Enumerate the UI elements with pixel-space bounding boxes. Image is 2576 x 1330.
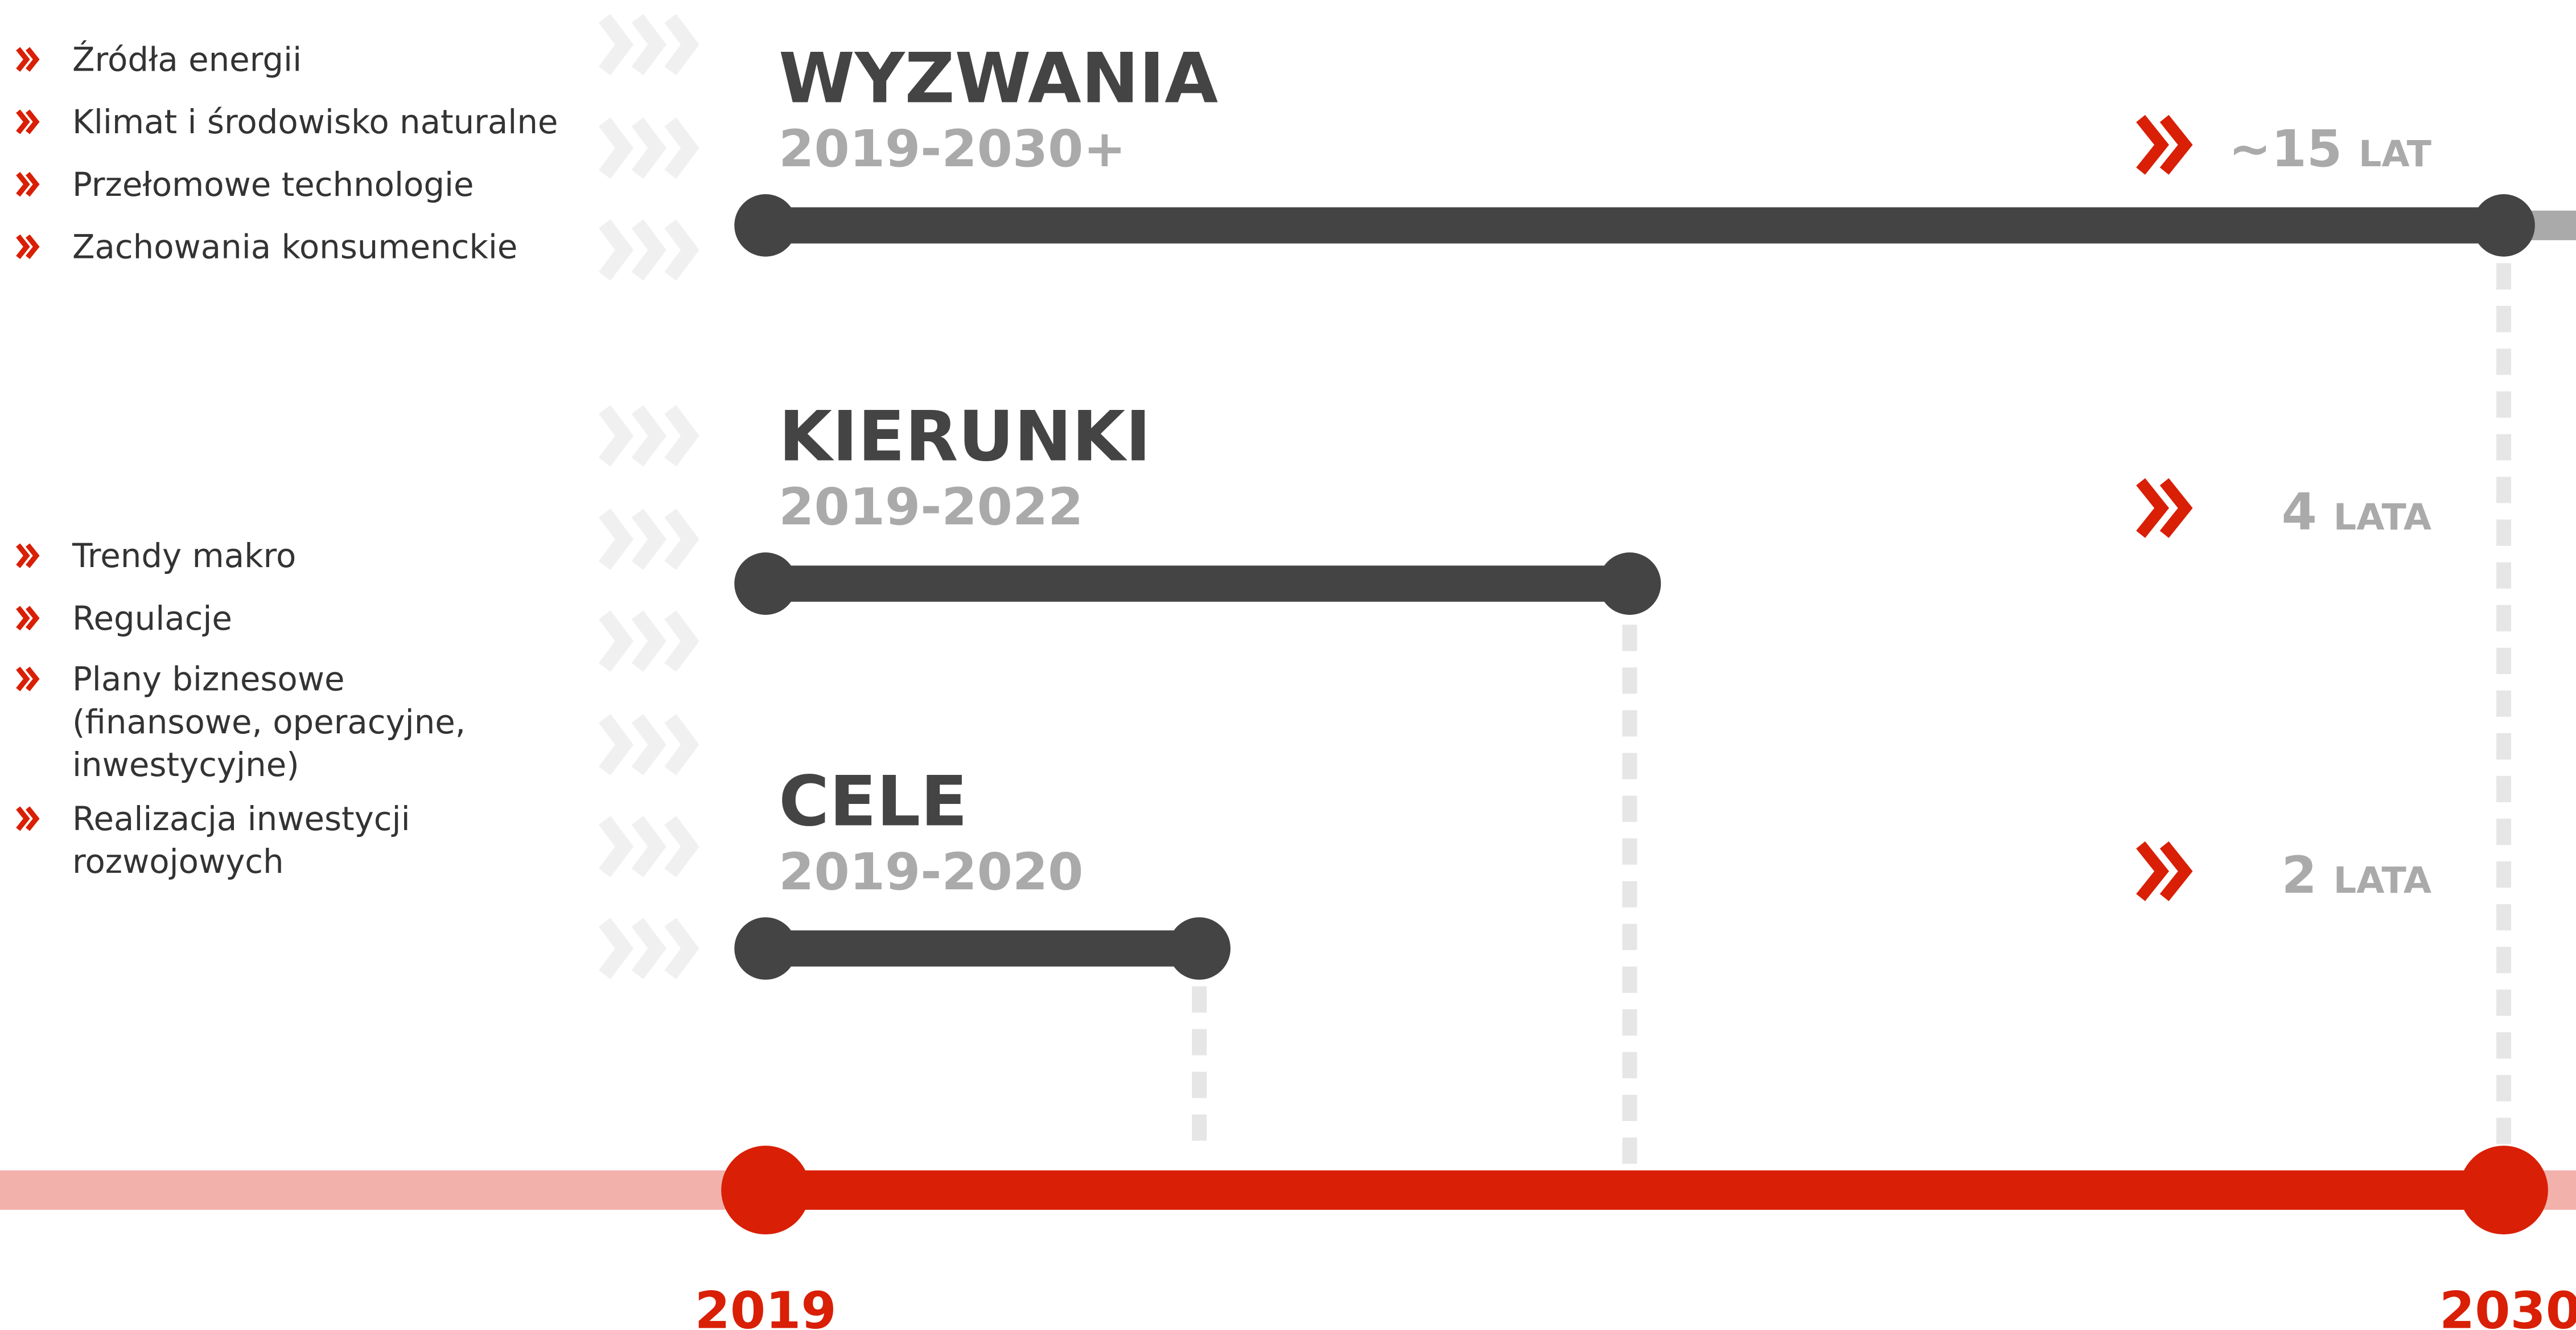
section-title: CELE xyxy=(779,761,968,841)
duration-value: ~15 xyxy=(2229,120,2342,179)
bar-start xyxy=(734,917,797,980)
timeline-start xyxy=(721,1146,810,1235)
start-year: 2019 xyxy=(695,1282,837,1330)
duration-arrow xyxy=(2136,841,2193,901)
ghost-chevron xyxy=(598,714,634,775)
list-item: Klimat i środowisko naturalne xyxy=(72,102,558,141)
bullet xyxy=(16,666,40,692)
ghost-arrows xyxy=(598,917,699,979)
ghost-chevron xyxy=(664,714,699,775)
duration-unit: LATA xyxy=(2334,859,2431,901)
bar-end xyxy=(2472,194,2535,257)
ghost-chevron xyxy=(631,405,666,467)
list-item: Źródła energii xyxy=(72,40,302,79)
ghost-chevron xyxy=(598,14,634,76)
bar-end xyxy=(1598,552,1661,615)
end-year: 2030 xyxy=(2439,1282,2576,1330)
ghost-arrows xyxy=(598,405,699,467)
bullet xyxy=(16,109,40,134)
ghost-chevron xyxy=(664,219,699,281)
duration-value: 2 xyxy=(2282,846,2317,905)
section-range: 2019-2022 xyxy=(779,478,1083,537)
ghost-arrows xyxy=(598,815,699,877)
ghost-chevron xyxy=(664,117,699,179)
ghost-chevron xyxy=(631,714,666,775)
bar-end xyxy=(1168,917,1231,980)
ghost-arrows xyxy=(598,508,699,570)
ghost-chevron xyxy=(631,14,666,76)
ghost-chevron xyxy=(598,117,634,179)
bullet xyxy=(16,234,40,260)
ghost-chevron xyxy=(631,219,666,281)
duration-unit: LATA xyxy=(2334,496,2431,538)
duration: 4 LATA xyxy=(2282,483,2431,542)
duration-unit: LAT xyxy=(2359,133,2431,175)
duration-arrow xyxy=(2136,478,2193,538)
bar-start xyxy=(734,552,797,615)
section-range: 2019-2030+ xyxy=(779,120,1126,179)
ghost-arrows xyxy=(598,610,699,672)
ghost-chevron xyxy=(664,610,699,672)
bullet xyxy=(16,172,40,197)
bar-start xyxy=(734,194,797,257)
ghost-chevron xyxy=(598,917,634,979)
bullet xyxy=(16,47,40,72)
duration: 2 LATA xyxy=(2282,846,2431,905)
timeline-end xyxy=(2459,1146,2548,1235)
section-title: WYZWANIA xyxy=(779,38,1218,118)
list-item: Plany biznesowe xyxy=(72,660,344,699)
ghost-chevron xyxy=(664,815,699,877)
list-item: Zachowania konsumenckie xyxy=(72,228,517,266)
duration-value: 4 xyxy=(2282,483,2317,542)
ghost-chevron xyxy=(598,508,634,570)
section-range: 2019-2020 xyxy=(779,843,1083,902)
ghost-chevron xyxy=(598,219,634,281)
ghost-chevron xyxy=(631,117,666,179)
ghost-chevron xyxy=(664,917,699,979)
ghost-chevron xyxy=(664,508,699,570)
list-item: (finansowe, operacyjne, xyxy=(72,703,466,741)
list-item: inwestycyjne) xyxy=(72,745,299,784)
duration: ~15 LAT xyxy=(2229,120,2431,179)
ghost-chevron xyxy=(598,815,634,877)
list-item: Realizacja inwestycji xyxy=(72,799,410,838)
ghost-chevron xyxy=(631,917,666,979)
bullet xyxy=(16,606,40,631)
ghost-chevron xyxy=(664,405,699,467)
ghost-arrows xyxy=(598,117,699,179)
list-item: Trendy makro xyxy=(72,536,296,575)
list-item: rozwojowych xyxy=(72,842,284,881)
ghost-arrows xyxy=(598,219,699,281)
duration-arrow xyxy=(2136,114,2193,175)
ghost-chevron xyxy=(598,610,634,672)
ghost-arrows xyxy=(598,714,699,775)
ghost-chevron xyxy=(598,405,634,467)
section-title: KIERUNKI xyxy=(779,396,1151,477)
ghost-arrows xyxy=(598,14,699,76)
ghost-chevron xyxy=(631,815,666,877)
ghost-chevron xyxy=(664,14,699,76)
ghost-chevron xyxy=(631,610,666,672)
bullet xyxy=(16,543,40,568)
list-item: Przełomowe technologie xyxy=(72,165,474,204)
ghost-chevron xyxy=(631,508,666,570)
bullet xyxy=(16,806,40,831)
list-item: Regulacje xyxy=(72,599,232,638)
